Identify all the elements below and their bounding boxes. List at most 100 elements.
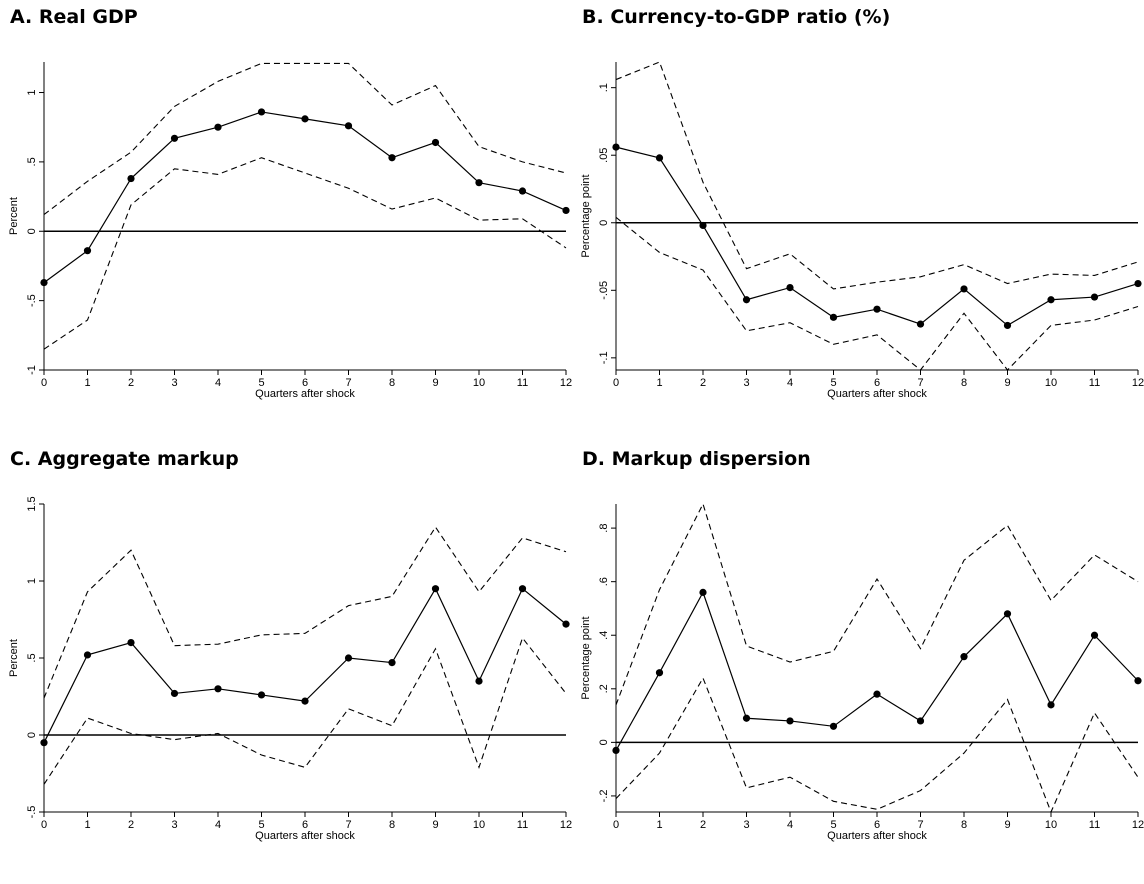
x-tick-label: 6 xyxy=(302,819,308,831)
series-estimate-line xyxy=(43,111,567,284)
data-point xyxy=(742,296,751,304)
x-tick-label: 10 xyxy=(473,819,485,831)
data-point xyxy=(1047,701,1055,709)
data-point xyxy=(257,691,266,699)
data-point xyxy=(127,174,135,183)
series-lower-line xyxy=(615,676,1139,814)
y-tick-label: 0 xyxy=(598,739,610,745)
y-tick-label: 1 xyxy=(26,89,38,95)
y-tick-label: -.1 xyxy=(598,351,610,364)
y-axis-title: Percent xyxy=(8,639,20,677)
data-point xyxy=(829,722,838,730)
series-upper-line xyxy=(43,526,567,699)
x-tick-label: 8 xyxy=(389,377,395,389)
x-tick-label: 1 xyxy=(656,819,662,831)
y-tick-label: .4 xyxy=(598,631,610,640)
x-tick-label: 11 xyxy=(517,377,528,389)
data-point xyxy=(960,653,968,661)
data-point xyxy=(699,588,707,596)
data-point xyxy=(1003,610,1012,618)
data-point xyxy=(916,320,925,328)
y-tick-label: -.5 xyxy=(26,806,38,819)
data-point xyxy=(388,154,396,162)
y-tick-label: .1 xyxy=(598,83,610,92)
x-tick-label: 7 xyxy=(345,819,351,831)
data-point xyxy=(699,221,707,230)
x-tick-label: 9 xyxy=(1004,819,1010,831)
y-tick-label: .2 xyxy=(598,684,610,693)
data-point xyxy=(40,739,48,747)
series-lower-line xyxy=(615,216,1139,371)
y-tick-label: -.2 xyxy=(598,790,610,803)
data-point xyxy=(431,138,440,147)
y-tick-label: 1.5 xyxy=(26,496,38,511)
panel-markup-dispersion: D. Markup dispersion -.2 0.2.4.6.8 0 1 2 3 4 5 6… xyxy=(572,442,1144,884)
x-tick-label: 7 xyxy=(917,819,923,831)
x-tick-label: 8 xyxy=(389,819,395,831)
chart-title: D. Markup dispersion xyxy=(582,448,811,470)
data-point xyxy=(612,746,620,754)
x-tick-label: 6 xyxy=(874,377,880,389)
y-tick-label: .8 xyxy=(598,524,610,533)
series-upper-line xyxy=(615,502,1139,706)
x-axis-title: Quarters after shock xyxy=(255,830,355,842)
x-tick-label: 5 xyxy=(258,819,264,831)
series-estimate-line xyxy=(615,146,1139,327)
x-tick-label: 10 xyxy=(473,377,485,389)
x-tick-label: 1 xyxy=(84,377,90,389)
data-point xyxy=(1003,321,1012,330)
data-point xyxy=(786,283,794,292)
panel-real-gdp: A. Real GDP -1 -.5 0.5 1 0 1 2 3 4 5 6 7 8 9 10 11 12 Qua… xyxy=(0,0,572,442)
data-point xyxy=(170,689,179,698)
data-point xyxy=(83,247,92,255)
x-tick-label: 0 xyxy=(613,819,619,831)
panel-aggregate-markup: C. Aggregate markup -.5 0.5 1 1.5 0 1 2 3 4 5 6 7 8 9… xyxy=(0,442,572,884)
y-tick-label: -1 xyxy=(26,365,38,375)
data-point xyxy=(1090,293,1099,301)
x-tick-label: 6 xyxy=(302,377,308,389)
x-tick-label: 12 xyxy=(1132,819,1144,831)
data-point xyxy=(127,639,135,647)
y-axis-title: Percentage point xyxy=(580,174,592,257)
y-tick-label: -.05 xyxy=(598,281,610,300)
x-tick-label: 12 xyxy=(560,377,572,389)
x-tick-label: 0 xyxy=(613,377,619,389)
data-point xyxy=(214,123,222,131)
data-point xyxy=(1090,631,1099,639)
data-point xyxy=(1134,279,1142,288)
data-point xyxy=(257,108,266,116)
x-tick-label: 4 xyxy=(787,377,793,389)
data-point xyxy=(388,659,396,667)
data-point xyxy=(786,717,794,725)
x-tick-label: 11 xyxy=(1089,819,1100,831)
x-tick-label: 12 xyxy=(1132,377,1144,389)
x-tick-label: 9 xyxy=(432,819,438,831)
data-point xyxy=(475,179,483,187)
data-point xyxy=(742,714,751,722)
y-tick-label: 0 xyxy=(26,228,38,234)
y-tick-label: .5 xyxy=(26,653,38,662)
x-tick-label: 3 xyxy=(743,377,749,389)
x-tick-label: 1 xyxy=(84,819,90,831)
data-point xyxy=(655,154,664,162)
panel-currency-to-gdp: B. Currency-to-GDP ratio (%) -.1 -.05 0 .05… xyxy=(572,0,1144,442)
series-estimate-line xyxy=(43,587,567,743)
data-point xyxy=(301,697,309,705)
data-point xyxy=(475,677,483,685)
x-tick-label: 1 xyxy=(656,377,662,389)
y-tick-label: .05 xyxy=(598,148,610,163)
data-point xyxy=(83,651,92,659)
data-point xyxy=(829,313,838,321)
data-point xyxy=(612,143,620,151)
chart-title: C. Aggregate markup xyxy=(10,448,239,470)
data-point xyxy=(562,206,570,215)
data-point xyxy=(344,122,353,130)
data-point xyxy=(655,669,664,677)
data-point xyxy=(960,285,968,293)
x-tick-label: 0 xyxy=(41,819,47,831)
x-tick-label: 2 xyxy=(128,819,134,831)
x-tick-label: 11 xyxy=(517,819,528,831)
y-tick-label: -.5 xyxy=(26,294,38,307)
